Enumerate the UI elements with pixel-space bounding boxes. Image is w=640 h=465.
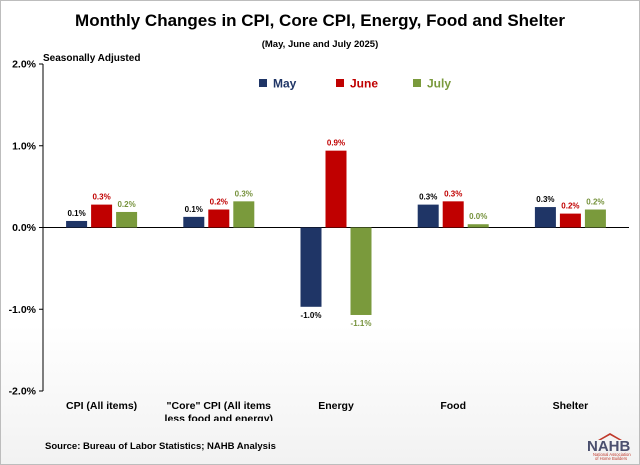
bar-july: [350, 227, 372, 315]
nahb-logo: NAHB National Association of Home Builde…: [587, 433, 631, 461]
data-label: 0.1%: [67, 209, 85, 218]
data-label: -1.1%: [351, 319, 372, 328]
y-tick-label: -2.0%: [9, 386, 37, 398]
data-label: 0.2%: [117, 200, 135, 209]
logo-wordmark: NAHB: [587, 438, 630, 455]
data-label: 0.2%: [210, 198, 228, 207]
bar-may: [534, 207, 556, 228]
data-label: 0.9%: [327, 139, 345, 148]
x-category-label: Shelter: [553, 400, 589, 412]
legend-swatch-may: [259, 79, 267, 87]
bar-june: [325, 150, 347, 228]
legend-label-july: July: [427, 77, 451, 91]
bar-may: [417, 204, 439, 228]
bar-chart: 2.0% 1.0% 0.0% -1.0% -2.0% 0.1% 0.3% 0.2% CPI (A…: [9, 59, 629, 421]
logo-roof-icon: [598, 433, 622, 440]
source-note: Source: Bureau of Labor Statistics; NAHB…: [45, 441, 276, 452]
data-label: 0.3%: [444, 189, 462, 198]
data-label: 0.0%: [469, 212, 487, 221]
bar-june: [91, 204, 113, 228]
data-label: -1.0%: [301, 311, 322, 320]
data-label: 0.2%: [561, 202, 579, 211]
data-label: 0.3%: [235, 189, 253, 198]
legend-label-june: June: [350, 77, 378, 91]
bar-july: [233, 201, 255, 228]
seasonal-note: Seasonally Adjusted: [43, 53, 141, 64]
bar-may: [300, 227, 322, 307]
bar-june: [559, 213, 581, 228]
chart-subtitle: (May, June and July 2025): [261, 39, 379, 50]
x-category-label: less food and energy): [165, 413, 274, 421]
data-label: 0.3%: [92, 193, 110, 202]
data-label: 0.2%: [586, 198, 604, 207]
y-tick-label: 1.0%: [12, 140, 37, 152]
x-category-label: "Core" CPI (All items: [167, 400, 272, 412]
bar-july: [116, 211, 138, 228]
bar-may: [183, 216, 205, 228]
bar-may: [66, 220, 88, 228]
logo-subtitle-1: National Association: [593, 452, 631, 457]
x-category-label: Food: [440, 400, 466, 412]
y-tick-label: 2.0%: [12, 59, 37, 71]
legend-label-may: May: [273, 77, 297, 91]
logo-subtitle-2: of Home Builders: [595, 456, 627, 461]
x-category-label: Energy: [318, 400, 354, 412]
bar-june: [442, 201, 464, 228]
legend-swatch-july: [413, 79, 421, 87]
data-label: 0.3%: [536, 195, 554, 204]
data-label: 0.3%: [419, 193, 437, 202]
bar-july: [467, 224, 489, 228]
y-tick-label: 0.0%: [12, 222, 37, 234]
y-tick-label: -1.0%: [9, 304, 37, 316]
chart-title: Monthly Changes in CPI, Core CPI, Energy…: [75, 11, 565, 30]
bar-july: [584, 209, 606, 228]
x-category-label: CPI (All items): [66, 400, 137, 412]
legend-swatch-june: [336, 79, 344, 87]
data-label: 0.1%: [185, 205, 203, 214]
bar-june: [208, 209, 230, 228]
